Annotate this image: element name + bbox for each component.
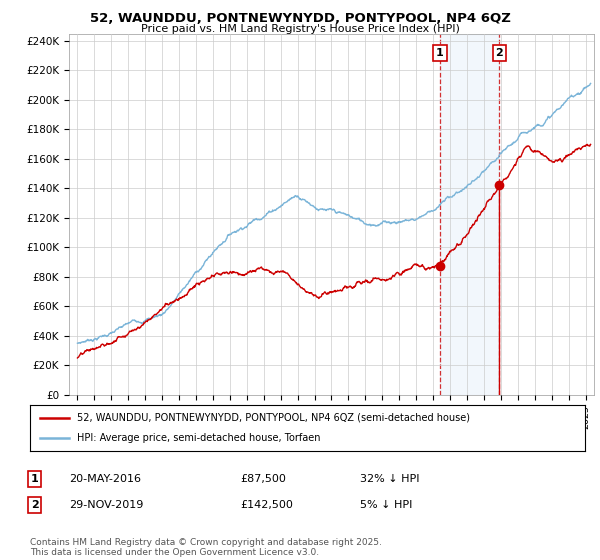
Text: 2: 2 xyxy=(31,500,38,510)
Text: £87,500: £87,500 xyxy=(240,474,286,484)
Text: Contains HM Land Registry data © Crown copyright and database right 2025.
This d: Contains HM Land Registry data © Crown c… xyxy=(30,538,382,557)
Text: 2: 2 xyxy=(496,48,503,58)
Text: 5% ↓ HPI: 5% ↓ HPI xyxy=(360,500,412,510)
Text: 1: 1 xyxy=(31,474,38,484)
Text: Price paid vs. HM Land Registry's House Price Index (HPI): Price paid vs. HM Land Registry's House … xyxy=(140,24,460,34)
Text: 32% ↓ HPI: 32% ↓ HPI xyxy=(360,474,419,484)
Text: £142,500: £142,500 xyxy=(240,500,293,510)
Bar xyxy=(440,34,499,395)
Text: HPI: Average price, semi-detached house, Torfaen: HPI: Average price, semi-detached house,… xyxy=(77,433,320,443)
Text: 1: 1 xyxy=(436,48,443,58)
Text: 29-NOV-2019: 29-NOV-2019 xyxy=(69,500,143,510)
Text: 52, WAUNDDU, PONTNEWYNYDD, PONTYPOOL, NP4 6QZ: 52, WAUNDDU, PONTNEWYNYDD, PONTYPOOL, NP… xyxy=(89,12,511,25)
Text: 52, WAUNDDU, PONTNEWYNYDD, PONTYPOOL, NP4 6QZ (semi-detached house): 52, WAUNDDU, PONTNEWYNYDD, PONTYPOOL, NP… xyxy=(77,413,470,423)
Text: 20-MAY-2016: 20-MAY-2016 xyxy=(69,474,141,484)
